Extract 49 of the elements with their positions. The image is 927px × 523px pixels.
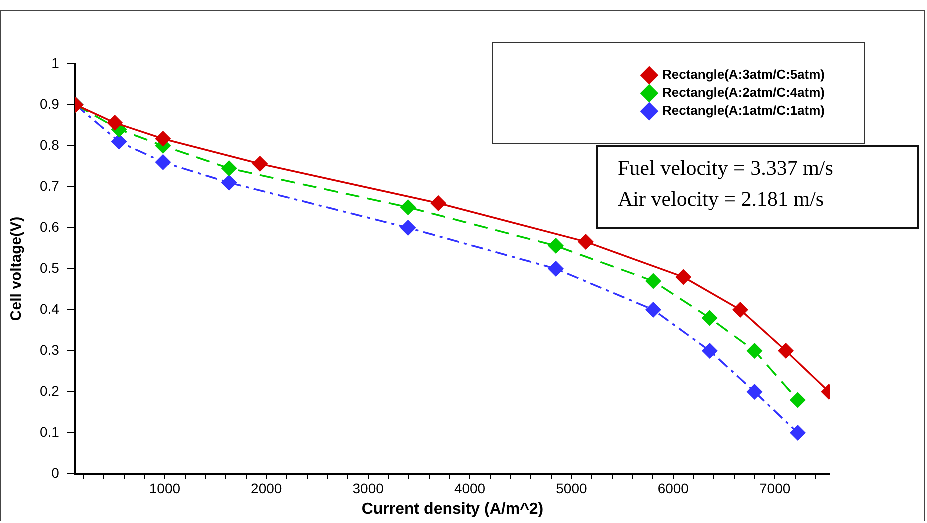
x-tick-label: 1000 bbox=[149, 480, 181, 496]
point bbox=[221, 160, 238, 177]
x-tick-label: 6000 bbox=[658, 480, 690, 496]
legend-label: Rectangle(A:1atm/C:1atm) bbox=[662, 103, 826, 118]
point bbox=[790, 425, 806, 441]
point bbox=[778, 343, 794, 359]
point bbox=[111, 134, 128, 150]
point bbox=[578, 234, 594, 250]
y-tick-label: 0 bbox=[52, 464, 60, 481]
point bbox=[430, 195, 446, 212]
point bbox=[400, 200, 416, 216]
annotation: Fuel velocity = 3.337 m/s bbox=[618, 155, 834, 182]
y-tick-label: 0.3 bbox=[40, 342, 60, 358]
point bbox=[645, 302, 662, 318]
point bbox=[155, 131, 172, 148]
legend-label: Rectangle(A:2atm/C:4atm) bbox=[662, 85, 826, 100]
point bbox=[746, 343, 763, 359]
point bbox=[252, 156, 268, 172]
x-tick-label: 7000 bbox=[760, 480, 791, 496]
point bbox=[790, 392, 806, 408]
point bbox=[221, 174, 238, 191]
y-tick-label: 0.4 bbox=[40, 300, 60, 317]
legend-label: Rectangle(A:3atm/C:5atm) bbox=[662, 67, 826, 82]
y-axis-title: Cell voltage(V) bbox=[8, 216, 26, 322]
point bbox=[155, 154, 172, 170]
y-tick-label: 0.7 bbox=[40, 178, 60, 194]
x-tick-label: 3000 bbox=[352, 480, 384, 496]
y-tick-label: 1 bbox=[52, 54, 60, 71]
x-tick-label: 2000 bbox=[251, 480, 282, 496]
point bbox=[548, 238, 564, 254]
point bbox=[548, 261, 564, 277]
annotation: Air velocity = 2.181 m/s bbox=[618, 186, 826, 213]
point bbox=[645, 273, 662, 290]
y-tick-label: 0.5 bbox=[40, 260, 60, 276]
y-tick-label: 0.2 bbox=[40, 382, 60, 399]
point bbox=[732, 302, 749, 318]
x-axis-title: Current density (A/m^2) bbox=[362, 500, 544, 518]
point bbox=[702, 310, 718, 326]
point bbox=[702, 343, 718, 359]
x-tick-label: 5000 bbox=[556, 480, 588, 496]
y-tick-label: 0.8 bbox=[40, 136, 60, 153]
x-tick-label: 4000 bbox=[454, 480, 486, 496]
y-tick-label: 0.1 bbox=[40, 424, 60, 440]
point bbox=[746, 384, 763, 400]
y-tick-label: 0.9 bbox=[40, 96, 60, 112]
point bbox=[400, 220, 416, 236]
point bbox=[676, 269, 692, 286]
point bbox=[107, 115, 124, 132]
y-tick-label: 0.6 bbox=[40, 218, 60, 235]
